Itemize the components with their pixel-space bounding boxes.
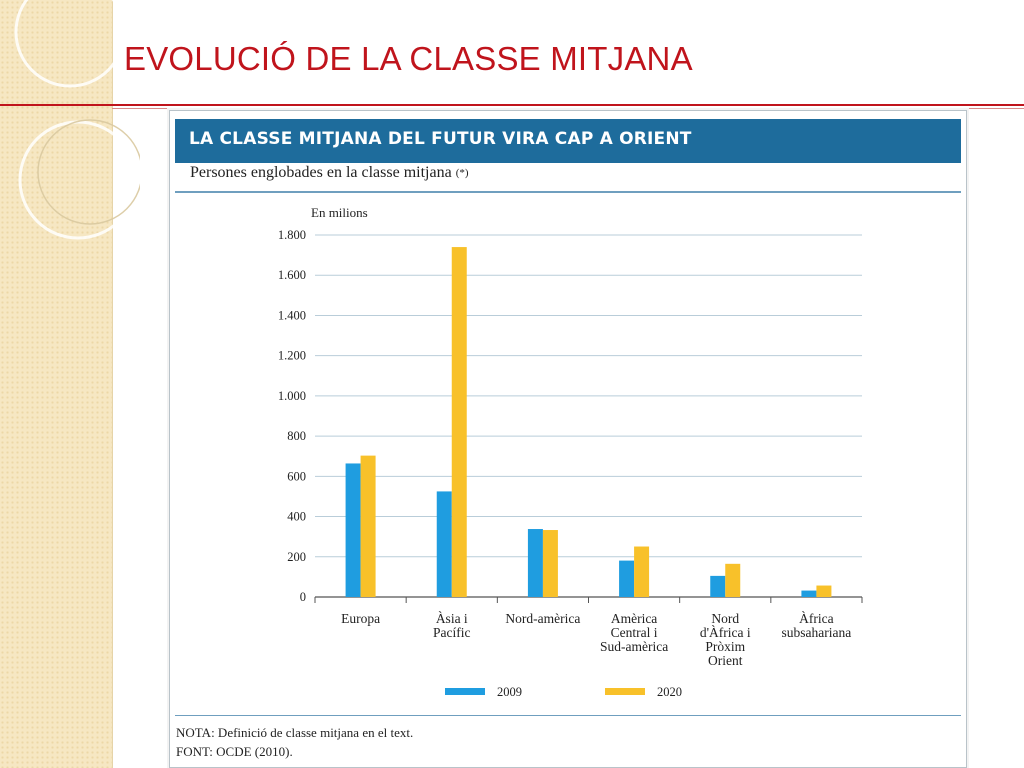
- bar-2009: [345, 463, 361, 597]
- bar-2009: [436, 491, 452, 597]
- figure-subtitle-text: Persones englobades en la classe mitjana: [190, 164, 452, 181]
- x-category-label: Sud-amèrica: [600, 639, 668, 654]
- y-tick-label: 800: [287, 429, 306, 443]
- bar-2009: [619, 560, 635, 597]
- y-tick-label: 1.800: [278, 228, 306, 242]
- figure-banner-title: LA CLASSE MITJANA DEL FUTUR VIRA CAP A O…: [189, 129, 692, 149]
- legend-swatch-2009: [445, 688, 485, 695]
- bar-2009: [527, 529, 543, 597]
- x-category-label: subsahariana: [782, 625, 852, 640]
- x-category-label: Àfrica: [799, 611, 833, 626]
- bar-2009: [801, 590, 817, 597]
- y-tick-label: 1.000: [278, 389, 306, 403]
- decorative-circles: [14, 0, 140, 240]
- figure-subtitle: Persones englobades en la classe mitjana…: [190, 164, 469, 182]
- bar-2020: [634, 546, 650, 597]
- x-category-label: Orient: [708, 653, 743, 668]
- x-category-label: Pròxim: [705, 639, 745, 654]
- x-category-label: Nord: [711, 611, 739, 626]
- y-tick-label: 1.600: [278, 268, 306, 282]
- x-category-label: Amèrica: [611, 611, 657, 626]
- y-tick-label: 400: [287, 510, 306, 524]
- x-category-label: Europa: [341, 611, 380, 626]
- y-tick-label: 200: [287, 550, 306, 564]
- x-category-label: Àsia i: [436, 611, 468, 626]
- x-category-label: Pacífic: [433, 625, 470, 640]
- bar-chart: 0 200 400 600 800 1.000 1.200 1.400 1.600 1.800 En…: [278, 205, 863, 699]
- y-tick-label: 1.400: [278, 308, 306, 322]
- y-tick-label: 600: [287, 469, 306, 483]
- bar-2009: [710, 575, 726, 597]
- bar-2020: [451, 247, 467, 598]
- legend-label-2020: 2020: [657, 685, 682, 699]
- title-underline: [0, 104, 1024, 106]
- figure-header-rule: [175, 191, 961, 193]
- y-tick-label: 1.200: [278, 349, 306, 363]
- figure-source: FONT: OCDE (2010).: [176, 744, 293, 759]
- y-axis-label: En milions: [311, 205, 368, 220]
- bar-2020: [542, 530, 558, 597]
- figure-banner: LA CLASSE MITJANA DEL FUTUR VIRA CAP A O…: [175, 119, 961, 163]
- figure-note: NOTA: Definició de classe mitjana en el …: [176, 725, 414, 740]
- decorative-side-strip: [0, 0, 113, 768]
- y-tick-label: 0: [300, 590, 306, 604]
- bar-2020: [816, 585, 832, 597]
- slide-title: EVOLUCIÓ DE LA CLASSE MITJANA: [124, 40, 693, 77]
- x-category-label: Central i: [611, 625, 658, 640]
- legend-label-2009: 2009: [497, 685, 522, 699]
- x-category-label: d'Àfrica i: [700, 625, 751, 640]
- figure-subtitle-note: (*): [455, 167, 469, 179]
- figure-footer-rule: [175, 715, 961, 716]
- title-underline-secondary: [112, 108, 1024, 109]
- bar-2020: [725, 563, 741, 597]
- x-category-label: Nord-amèrica: [505, 611, 580, 626]
- legend-swatch-2020: [605, 688, 645, 695]
- bar-2020: [360, 455, 376, 597]
- chart-figure: LA CLASSE MITJANA DEL FUTUR VIRA CAP A O…: [169, 110, 967, 768]
